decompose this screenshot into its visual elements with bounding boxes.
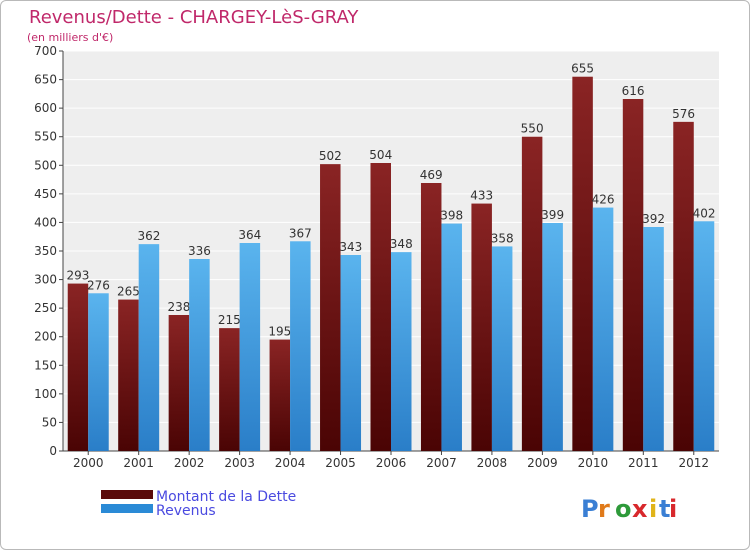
y-tick-label: 450 <box>34 187 57 201</box>
legend-swatch-debt <box>101 490 153 499</box>
bar-revenus <box>693 221 715 451</box>
bar-debt-value-label: 215 <box>218 313 241 327</box>
bar-debt <box>168 315 190 451</box>
bar-revenus <box>542 223 563 451</box>
bar-debt <box>471 203 492 451</box>
x-tick-label: 2009 <box>527 456 558 470</box>
bar-debt <box>118 299 139 451</box>
bar-debt <box>67 283 89 451</box>
legend: Montant de la Dette Revenus <box>101 489 296 519</box>
y-tick-label: 550 <box>34 130 57 144</box>
chart-title: Revenus/Dette - CHARGEY-LèS-GRAY <box>29 7 359 28</box>
bar-revenus-value-label: 336 <box>188 244 211 258</box>
bar-revenus <box>391 252 412 451</box>
x-tick-label: 2000 <box>73 456 104 470</box>
x-tick-label: 2008 <box>477 456 508 470</box>
x-tick-label: 2011 <box>628 456 659 470</box>
x-tick-label: 2007 <box>426 456 457 470</box>
y-tick-label: 350 <box>34 244 57 258</box>
y-tick-label: 50 <box>42 415 57 429</box>
bar-debt-value-label: 576 <box>672 107 695 121</box>
logo-letter: x <box>632 495 648 523</box>
bar-revenus <box>189 259 210 451</box>
bar-revenus-value-label: 358 <box>491 231 514 245</box>
bar-revenus-value-label: 426 <box>592 193 615 207</box>
bar-debt-value-label: 616 <box>622 84 645 98</box>
x-tick-label: 2004 <box>275 456 306 470</box>
bar-debt-value-label: 265 <box>117 285 140 299</box>
logo-letter: i <box>649 495 657 523</box>
bar-revenus-value-label: 343 <box>339 240 362 254</box>
x-tick-label: 2003 <box>224 456 255 470</box>
bar-debt <box>673 121 694 451</box>
plot-area: 0 50 100 150 200 250 300 350 400 450 500 550 600 650 7… <box>34 44 719 470</box>
bar-debt-value-label: 195 <box>268 325 291 339</box>
bar-debt <box>622 99 644 451</box>
logo-letter: t <box>659 495 670 523</box>
bar-debt-value-label: 502 <box>319 149 342 163</box>
bar-revenus <box>138 244 160 451</box>
x-tick-label: 2012 <box>678 456 709 470</box>
bar-revenus <box>643 227 664 451</box>
bar-revenus-value-label: 364 <box>238 228 261 242</box>
x-tick-label: 2005 <box>325 456 356 470</box>
bar-debt <box>572 76 593 451</box>
bar-debt-value-label: 469 <box>420 168 443 182</box>
y-tick-label: 650 <box>34 73 57 87</box>
bar-revenus-value-label: 399 <box>541 208 564 222</box>
legend-label-revenus: Revenus <box>156 503 216 519</box>
bar-revenus-value-label: 276 <box>87 278 110 292</box>
bar-revenus <box>491 246 513 451</box>
bar-revenus <box>88 293 109 451</box>
y-tick-label: 250 <box>34 301 57 315</box>
y-tick-label: 300 <box>34 273 57 287</box>
x-tick-label: 2010 <box>578 456 609 470</box>
logo-letter: o <box>615 495 632 523</box>
bar-revenus-value-label: 398 <box>440 209 463 223</box>
bar-debt <box>219 328 240 451</box>
logo-letter: P <box>581 495 599 523</box>
bar-revenus <box>441 223 462 451</box>
y-tick-label: 100 <box>34 387 57 401</box>
bar-revenus-value-label: 367 <box>289 226 312 240</box>
bar-debt-value-label: 238 <box>167 300 190 314</box>
chart-subtitle: (en milliers d'€) <box>27 31 113 44</box>
bar-revenus <box>290 241 311 451</box>
legend-label-debt: Montant de la Dette <box>156 489 296 505</box>
bar-debt-value-label: 655 <box>571 62 594 76</box>
bar-debt <box>370 163 391 451</box>
x-tick-label: 2006 <box>376 456 407 470</box>
legend-swatch-revenus <box>101 504 153 513</box>
bar-revenus <box>592 207 614 451</box>
logo-letter: r <box>598 495 610 523</box>
bar-revenus <box>340 255 362 451</box>
bar-debt-value-label: 550 <box>521 122 544 136</box>
bar-debt-value-label: 504 <box>369 148 392 162</box>
bar-debt <box>269 339 291 451</box>
y-tick-label: 400 <box>34 215 57 229</box>
y-tick-label: 700 <box>34 44 57 58</box>
bar-debt <box>320 164 341 451</box>
bar-revenus-value-label: 348 <box>390 237 413 251</box>
bar-debt-value-label: 433 <box>470 189 493 203</box>
logo-letter: i <box>669 495 677 523</box>
y-tick-label: 600 <box>34 101 57 115</box>
x-tick-label: 2002 <box>174 456 205 470</box>
y-tick-label: 500 <box>34 158 57 172</box>
bar-revenus <box>239 243 261 451</box>
bar-revenus-value-label: 402 <box>693 206 716 220</box>
bar-revenus-value-label: 392 <box>642 212 665 226</box>
y-tick-label: 150 <box>34 358 57 372</box>
y-tick-label: 0 <box>49 444 57 458</box>
y-tick-label: 200 <box>34 330 57 344</box>
x-tick-label: 2001 <box>123 456 154 470</box>
bar-debt <box>420 183 442 451</box>
bar-debt-value-label: 293 <box>67 269 90 283</box>
bar-debt <box>521 136 543 451</box>
bar-revenus-value-label: 362 <box>137 229 160 243</box>
